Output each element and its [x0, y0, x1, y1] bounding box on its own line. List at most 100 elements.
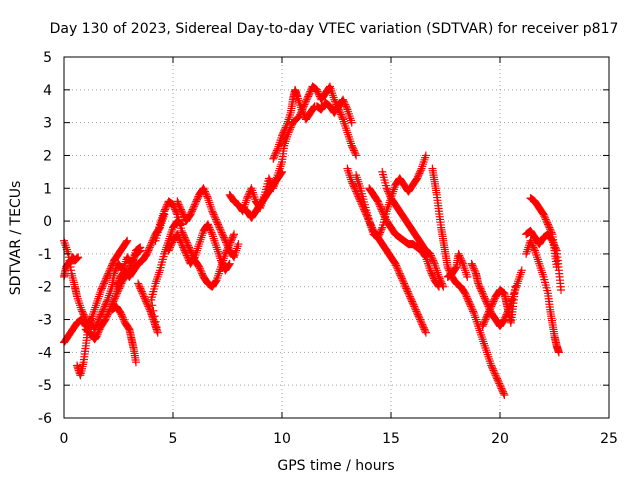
data-point [100, 277, 109, 286]
data-point [301, 97, 310, 106]
data-point [211, 277, 220, 286]
data-point [161, 205, 170, 214]
data-point [479, 290, 488, 299]
series-prn-b [60, 253, 83, 281]
data-point [210, 236, 219, 245]
y-tick-label: 3 [43, 116, 52, 132]
data-point [528, 241, 537, 250]
data-point [97, 284, 106, 293]
data-point [546, 226, 555, 235]
data-point [380, 212, 389, 221]
data-point [480, 318, 489, 327]
data-point [74, 253, 83, 262]
data-point [466, 302, 475, 311]
series-prn-y [522, 226, 566, 295]
data-point [486, 359, 495, 368]
data-point [488, 300, 497, 309]
ticks [63, 56, 610, 419]
data-point [113, 289, 122, 298]
data-point [161, 203, 170, 212]
data-point [414, 312, 423, 321]
data-point [472, 315, 481, 324]
data-point [118, 313, 127, 322]
data-point [421, 327, 430, 336]
data-point [180, 246, 189, 255]
data-point [150, 312, 159, 321]
data-point [341, 102, 350, 111]
data-point [201, 189, 210, 198]
data-point [203, 192, 212, 201]
data-point [352, 151, 361, 160]
series-prn-n [269, 85, 319, 163]
data-point [175, 235, 184, 244]
data-point [437, 277, 446, 286]
data-point [109, 297, 118, 306]
series-prn-m [238, 167, 286, 222]
data-point [512, 281, 521, 290]
data-point [136, 246, 145, 255]
data-point [341, 100, 350, 109]
data-point [286, 123, 295, 132]
data-point [385, 190, 394, 199]
data-point [103, 310, 112, 319]
data-point [347, 141, 356, 150]
data-point [420, 325, 429, 334]
data-point [278, 167, 286, 176]
x-tick-label: 25 [600, 431, 618, 447]
data-point [490, 369, 499, 378]
data-point [152, 277, 161, 286]
data-point [189, 203, 198, 212]
data-point [345, 135, 354, 144]
data-point [351, 185, 360, 194]
data-point [490, 368, 499, 377]
data-point [299, 103, 308, 112]
data-point [381, 213, 390, 222]
data-point [488, 364, 497, 373]
data-point [495, 379, 504, 388]
data-point [174, 233, 183, 242]
x-tick-label: 15 [382, 431, 400, 447]
data-point [378, 207, 387, 216]
data-point [139, 290, 148, 299]
data-point [234, 240, 243, 249]
data-point [296, 110, 305, 119]
data-point [343, 128, 352, 137]
data-point [487, 361, 496, 370]
data-point [153, 275, 162, 284]
data-point [351, 149, 360, 158]
data-point [200, 187, 209, 196]
y-axis-label: SDTVAR / TECUs [8, 181, 24, 296]
series-prn-p [312, 95, 356, 127]
data-point [429, 258, 438, 267]
data-point [379, 210, 388, 219]
data-point [348, 143, 357, 152]
data-point [195, 240, 204, 249]
data-point [207, 228, 216, 237]
data-point [173, 230, 182, 239]
data-point [349, 146, 358, 155]
data-point [209, 234, 218, 243]
data-point [108, 259, 117, 268]
data-point [399, 277, 408, 286]
data-point [400, 279, 409, 288]
data-point [339, 97, 348, 106]
data-point [485, 305, 494, 314]
data-point [61, 241, 70, 250]
data-point [353, 190, 362, 199]
data-point [421, 328, 430, 337]
data-point [490, 295, 499, 304]
data-point [541, 215, 550, 224]
data-point [176, 205, 185, 214]
data-point [272, 148, 281, 157]
data-point [404, 289, 413, 298]
x-tick-label: 20 [491, 431, 509, 447]
data-point [102, 272, 111, 281]
data-point [60, 238, 69, 247]
data-point [392, 261, 401, 270]
data-point [415, 313, 424, 322]
data-point [119, 315, 128, 324]
data-point [139, 292, 148, 301]
data-point [467, 304, 476, 313]
data-point [223, 241, 232, 250]
